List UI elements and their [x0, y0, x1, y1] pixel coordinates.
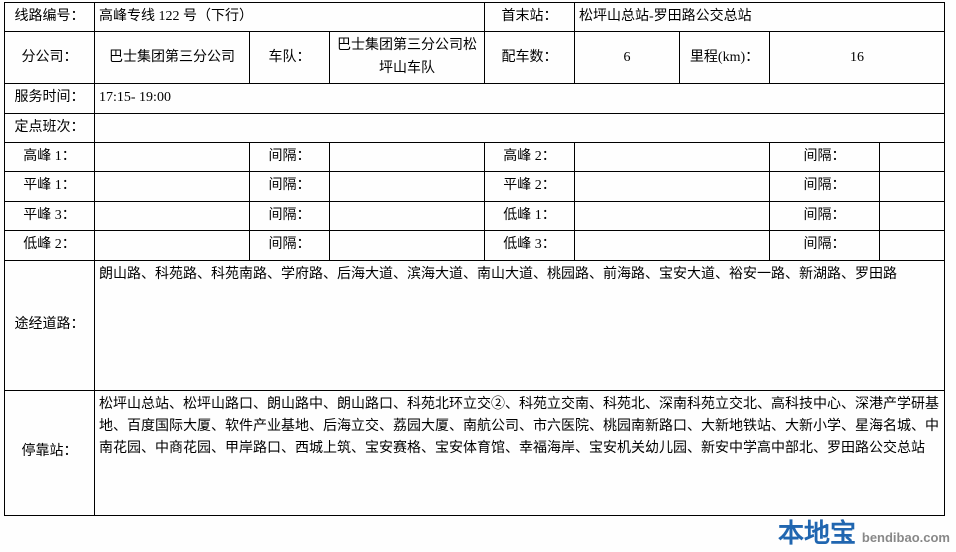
label-branch: 分公司：: [5, 32, 95, 84]
label-peak1: 高峰 1：: [5, 142, 95, 171]
label-low1-interval: 间隔：: [770, 201, 880, 230]
value-flat3: [95, 201, 250, 230]
label-peak2-interval: 间隔：: [770, 142, 880, 171]
label-flat3: 平峰 3：: [5, 201, 95, 230]
label-low3-interval: 间隔：: [770, 231, 880, 260]
label-low1: 低峰 1：: [485, 201, 575, 230]
value-roads: 朗山路、科苑路、科苑南路、学府路、后海大道、滨海大道、南山大道、桃园路、前海路、…: [95, 260, 945, 390]
value-route-no: 高峰专线 122 号（下行）: [95, 3, 485, 32]
watermark-logo: 本地宝: [778, 518, 856, 548]
value-flat3-interval: [330, 201, 485, 230]
label-flat3-interval: 间隔：: [250, 201, 330, 230]
value-terminals: 松坪山总站-罗田路公交总站: [575, 3, 945, 32]
bus-route-info-table: 线路编号： 高峰专线 122 号（下行） 首末站： 松坪山总站-罗田路公交总站 …: [4, 2, 945, 516]
label-low2-interval: 间隔：: [250, 231, 330, 260]
value-low3-interval: [880, 231, 945, 260]
label-flat2-interval: 间隔：: [770, 172, 880, 201]
label-low2: 低峰 2：: [5, 231, 95, 260]
value-low1-interval: [880, 201, 945, 230]
label-service-time: 服务时间：: [5, 84, 95, 113]
label-flat1: 平峰 1：: [5, 172, 95, 201]
value-flat2: [575, 172, 770, 201]
label-stops: 停靠站：: [5, 390, 95, 515]
value-vehicles: 6: [575, 32, 680, 84]
label-peak1-interval: 间隔：: [250, 142, 330, 171]
label-fleet: 车队：: [250, 32, 330, 84]
value-fixed-runs: [95, 113, 945, 142]
label-flat1-interval: 间隔：: [250, 172, 330, 201]
value-peak1-interval: [330, 142, 485, 171]
value-low2: [95, 231, 250, 260]
value-service-time: 17:15- 19:00: [95, 84, 945, 113]
value-flat2-interval: [880, 172, 945, 201]
value-fleet: 巴士集团第三分公司松坪山车队: [330, 32, 485, 84]
label-low3: 低峰 3：: [485, 231, 575, 260]
label-fixed-runs: 定点班次：: [5, 113, 95, 142]
value-branch: 巴士集团第三分公司: [95, 32, 250, 84]
value-low2-interval: [330, 231, 485, 260]
label-roads: 途经道路：: [5, 260, 95, 390]
value-peak1: [95, 142, 250, 171]
label-flat2: 平峰 2：: [485, 172, 575, 201]
value-peak2-interval: [880, 142, 945, 171]
label-peak2: 高峰 2：: [485, 142, 575, 171]
value-low3: [575, 231, 770, 260]
label-vehicles: 配车数：: [485, 32, 575, 84]
watermark: 本地宝 bendibao.com: [778, 513, 950, 550]
label-mileage: 里程(km)：: [680, 32, 770, 84]
label-terminals: 首末站：: [485, 3, 575, 32]
value-peak2: [575, 142, 770, 171]
value-flat1: [95, 172, 250, 201]
value-low1: [575, 201, 770, 230]
value-mileage: 16: [770, 32, 945, 84]
value-flat1-interval: [330, 172, 485, 201]
label-route-no: 线路编号：: [5, 3, 95, 32]
watermark-url: bendibao.com: [862, 530, 950, 545]
value-stops: 松坪山总站、松坪山路口、朗山路中、朗山路口、科苑北环立交②、科苑立交南、科苑北、…: [95, 390, 945, 515]
